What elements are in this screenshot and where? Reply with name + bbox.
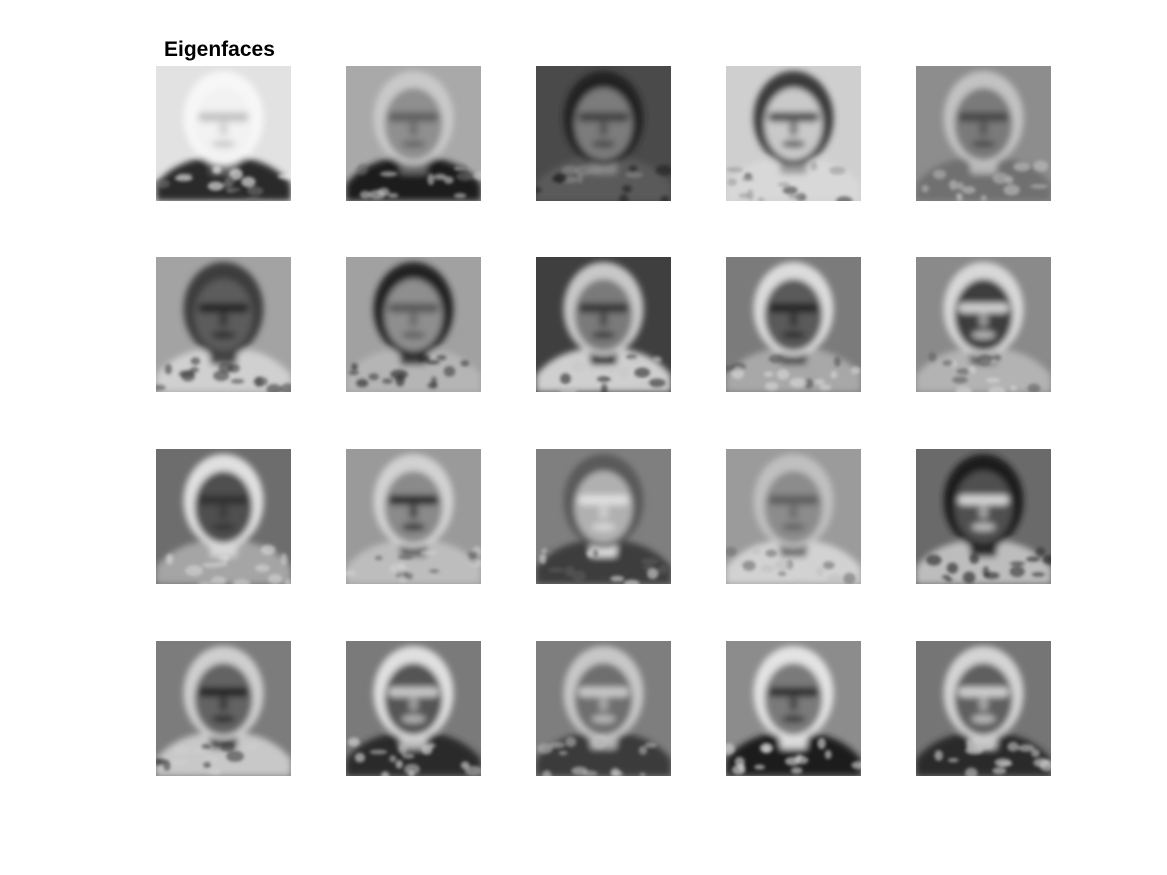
eigenface-image-13 bbox=[536, 449, 671, 584]
eigenface-image-4 bbox=[726, 66, 861, 201]
eigenface-image-15 bbox=[916, 449, 1051, 584]
eigenface-image-10 bbox=[916, 257, 1051, 392]
eigenface-image-14 bbox=[726, 449, 861, 584]
eigenface-image-17 bbox=[346, 641, 481, 776]
eigenface-image-12 bbox=[346, 449, 481, 584]
eigenface-image-5 bbox=[916, 66, 1051, 201]
eigenface-image-19 bbox=[726, 641, 861, 776]
eigenface-image-11 bbox=[156, 449, 291, 584]
eigenface-image-18 bbox=[536, 641, 671, 776]
eigenface-image-9 bbox=[726, 257, 861, 392]
figure-title: Eigenfaces bbox=[164, 38, 275, 61]
eigenface-image-3 bbox=[536, 66, 671, 201]
eigenface-image-2 bbox=[346, 66, 481, 201]
eigenface-image-7 bbox=[346, 257, 481, 392]
eigenface-image-8 bbox=[536, 257, 671, 392]
eigenface-image-6 bbox=[156, 257, 291, 392]
eigenface-image-16 bbox=[156, 641, 291, 776]
eigenface-image-20 bbox=[916, 641, 1051, 776]
eigenface-image-1 bbox=[156, 66, 291, 201]
